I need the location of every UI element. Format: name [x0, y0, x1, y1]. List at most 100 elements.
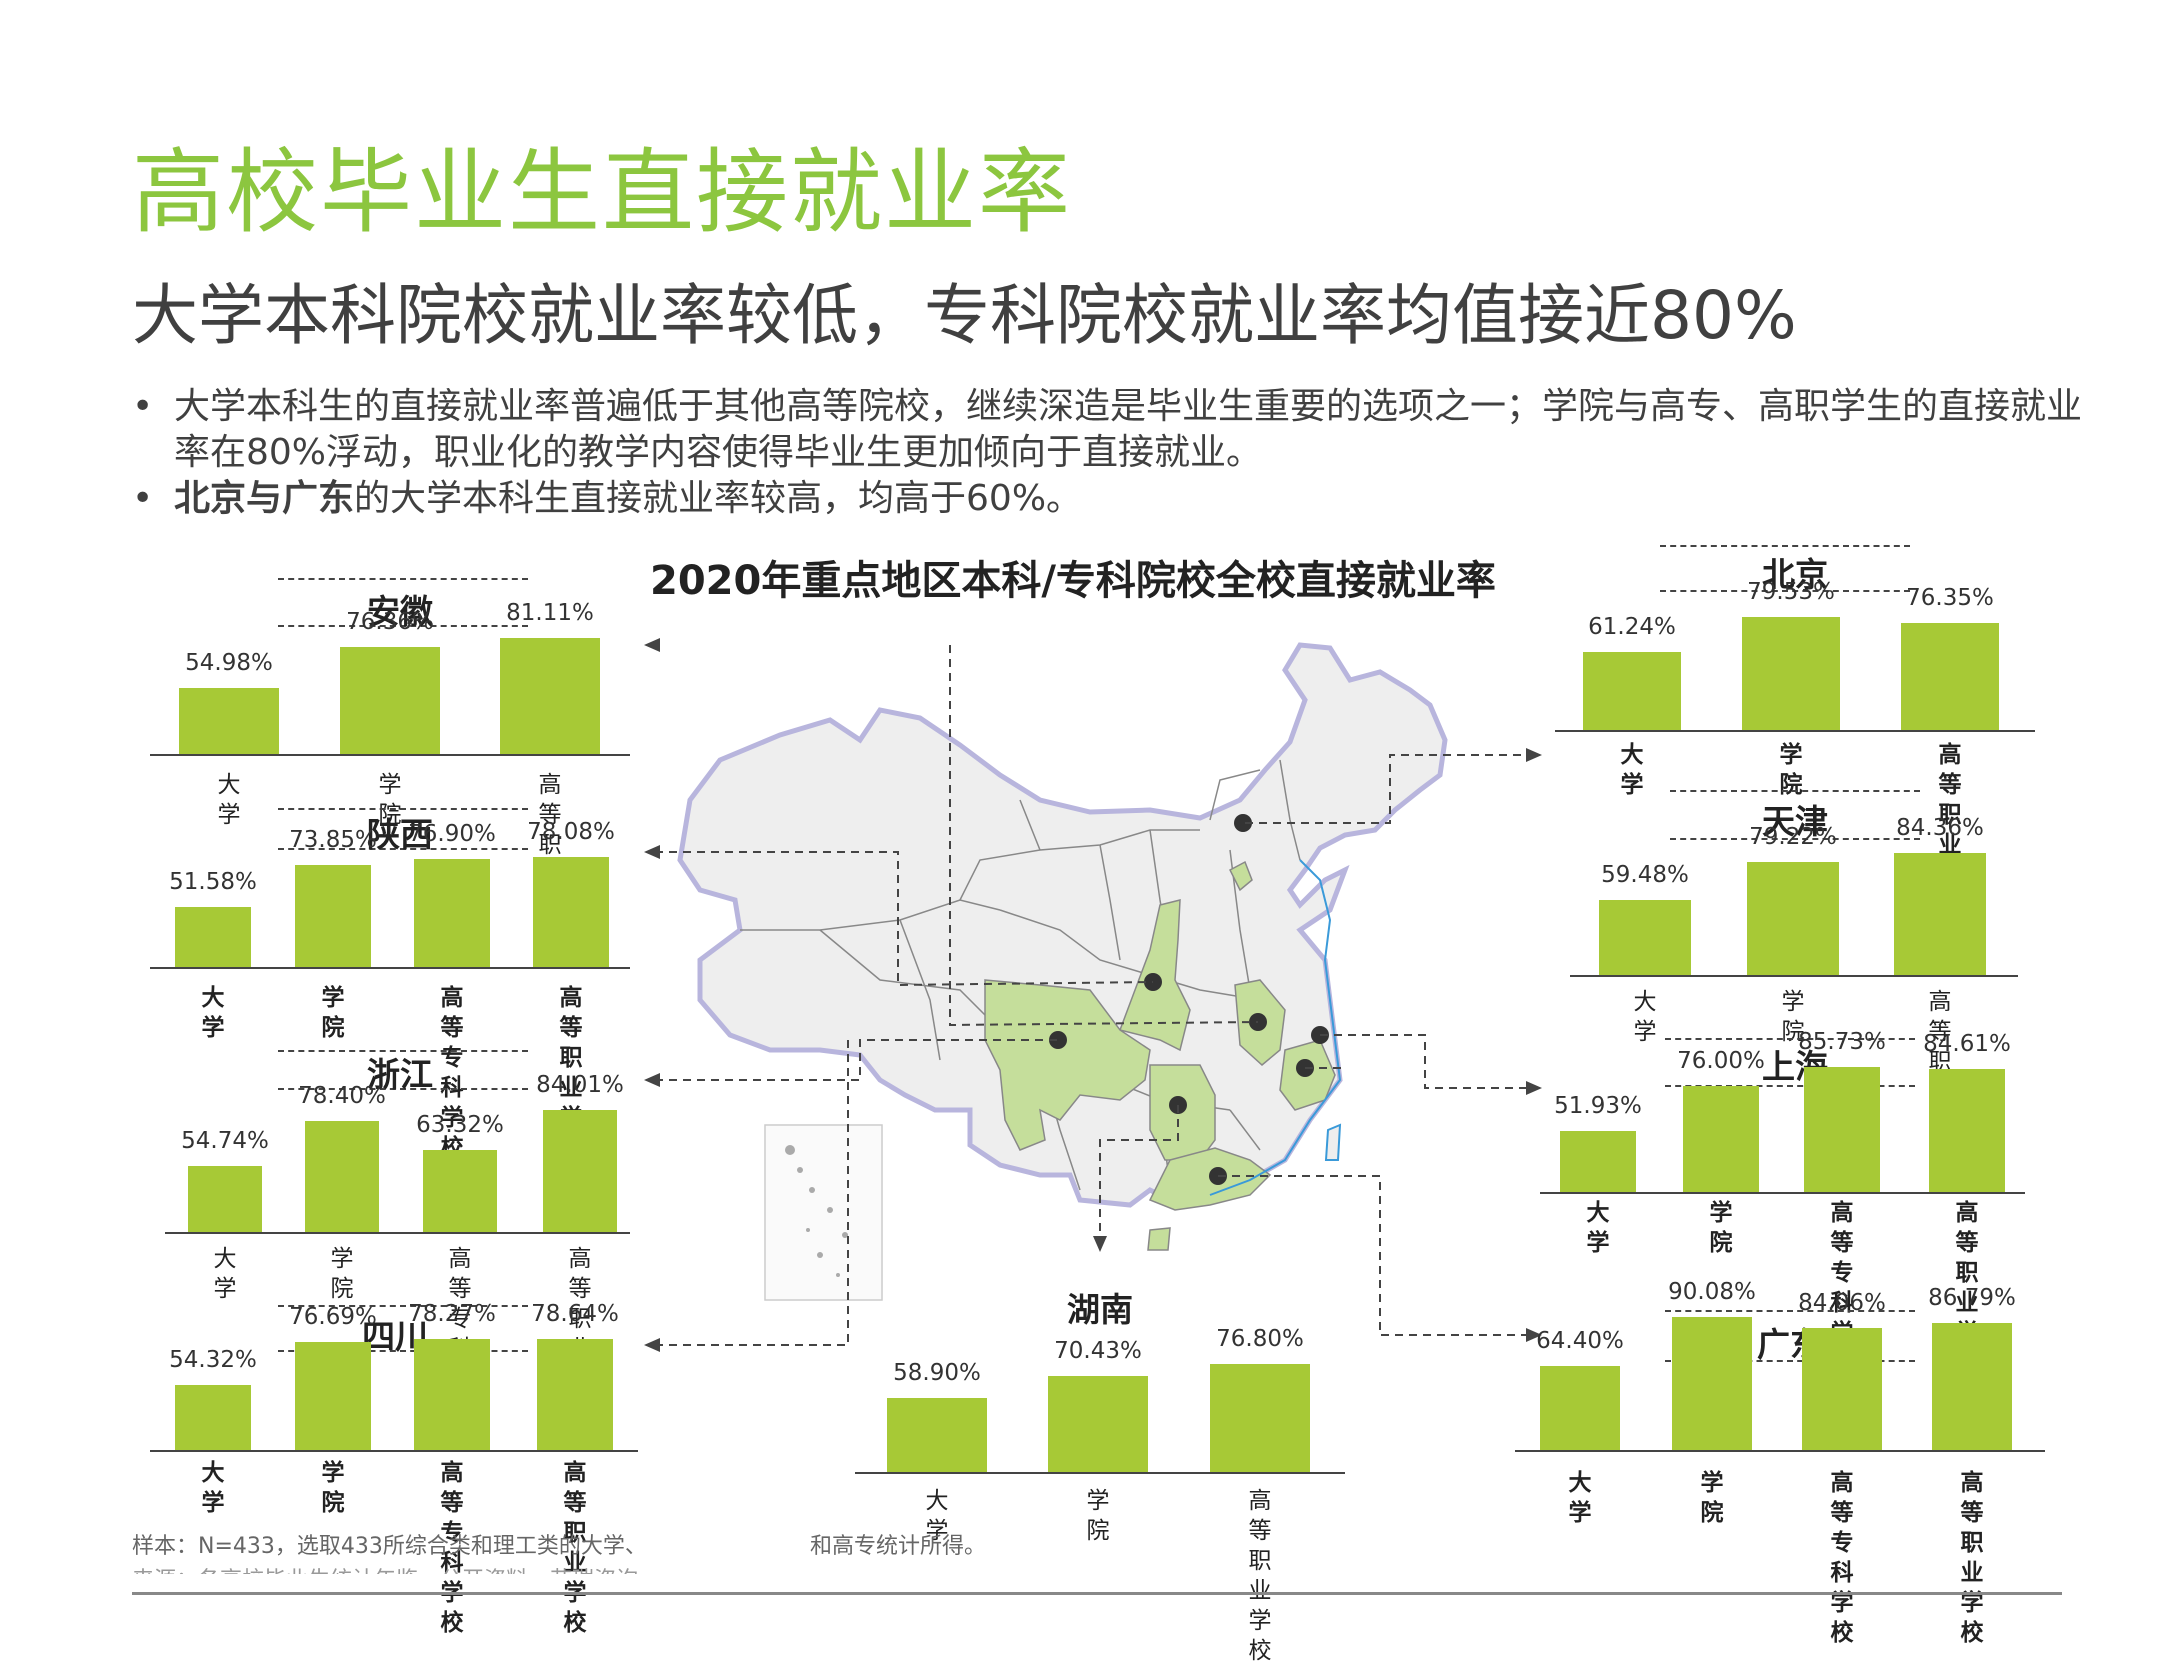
data-label: 58.90%: [893, 1360, 981, 1387]
chart-title: 2020年重点地区本科/专科院校全校直接就业率: [650, 558, 1496, 604]
data-label: 76.36%: [346, 608, 434, 635]
title-dash-rule: [1665, 1038, 1915, 1040]
footnote-source: 来源：各高校毕业生统计年鉴，公开资料，艾瑞咨询: [132, 1562, 638, 1574]
bar: [1932, 1323, 2012, 1450]
chart-title-tianjin: 天津: [1762, 802, 1828, 841]
bar: [1540, 1365, 1620, 1450]
data-label: 54.98%: [185, 649, 273, 676]
bullet-1-text: 大学本科生的直接就业率普遍低于其他高等院校，继续深造是毕业生重要的选项之一；学院…: [174, 386, 2083, 473]
title-dash-rule: [1665, 1360, 1915, 1362]
footnote-left: 样本：N=433，选取433所综合类和理工类的大学、: [132, 1534, 647, 1559]
data-label: 79.22%: [1749, 824, 1837, 851]
x-axis: [1515, 1450, 2045, 1452]
data-label: 90.08%: [1668, 1278, 1756, 1305]
bar: [533, 856, 609, 967]
province-hainan: [1147, 1227, 1171, 1251]
data-label: 54.32%: [169, 1346, 257, 1373]
bar: [175, 906, 251, 967]
data-label: 76.69%: [289, 1304, 377, 1331]
title-dash-rule: [278, 625, 528, 627]
bar: [1894, 852, 1986, 975]
title-dash-rule: [1670, 790, 1920, 792]
data-label: 76.80%: [1216, 1326, 1304, 1353]
bullet-2: • 北京与广东的大学本科生直接就业率较高，均高于60%。: [132, 476, 2092, 522]
category-label: 学院: [321, 1460, 345, 1516]
bar: [1048, 1376, 1148, 1472]
data-label: 59.48%: [1601, 861, 1689, 888]
title-dash-rule: [278, 808, 528, 810]
title-dash-rule: [278, 848, 528, 850]
inset-islands: [785, 1145, 848, 1277]
x-axis: [150, 967, 630, 969]
category-label: 高等职业学校: [1248, 1488, 1272, 1664]
bar: [179, 687, 279, 754]
footnote-right: 和高专统计所得。: [810, 1534, 987, 1559]
page-title: 高校毕业生直接就业率: [132, 139, 1073, 246]
bar: [340, 646, 440, 754]
title-dash-rule: [1665, 1085, 1915, 1087]
data-label: 84.01%: [536, 1072, 624, 1099]
data-label: 84.36%: [1896, 814, 1984, 841]
x-axis: [855, 1472, 1345, 1474]
data-label: 51.58%: [169, 868, 257, 895]
category-label: 大学: [1633, 989, 1657, 1045]
category-label: 大学: [201, 1460, 225, 1516]
bar: [537, 1338, 613, 1450]
category-label: 大学: [1620, 742, 1644, 798]
category-label: 大学: [1586, 1200, 1610, 1256]
category-label: 学院: [1086, 1488, 1110, 1544]
title-dash-rule: [278, 578, 528, 580]
bar: [414, 858, 490, 967]
bar: [1742, 616, 1840, 730]
data-label: 64.40%: [1536, 1327, 1624, 1354]
bar: [1901, 622, 1999, 730]
title-dash-rule: [1670, 838, 1920, 840]
bar: [1672, 1316, 1752, 1450]
x-axis: [150, 1450, 638, 1452]
category-label: 大学: [217, 772, 241, 828]
data-label: 70.43%: [1054, 1338, 1142, 1365]
data-label: 86.79%: [1928, 1285, 2016, 1312]
marker-sichuan: [1049, 1031, 1067, 1049]
data-label: 76.90%: [408, 820, 496, 847]
bar: [1583, 651, 1681, 730]
title-dash-rule: [278, 1305, 528, 1307]
data-label: 76.00%: [1677, 1047, 1765, 1074]
category-label: 高等专 科学校: [440, 1460, 464, 1636]
bar: [305, 1121, 379, 1232]
bar: [414, 1339, 490, 1450]
bar: [188, 1165, 262, 1232]
x-axis: [1570, 975, 2018, 977]
province-beijing: [1229, 860, 1253, 892]
chart-title-zhejiang: 浙江: [367, 1055, 433, 1094]
x-axis: [150, 754, 630, 756]
bullet-1: • 大学本科生的直接就业率普遍低于其他高等院校，继续深造是毕业生重要的选项之一；…: [132, 384, 2092, 476]
title-dash-rule: [1665, 1310, 1915, 1312]
data-label: 78.27%: [408, 1301, 496, 1328]
bar: [175, 1384, 251, 1450]
bar: [1804, 1067, 1880, 1192]
x-axis: [1540, 1192, 2025, 1194]
title-dash-rule: [1660, 590, 1910, 592]
connector-lines: [655, 645, 1530, 1346]
bullet-dot: •: [132, 478, 154, 519]
category-label: 大学: [925, 1488, 949, 1544]
bar: [1599, 899, 1691, 975]
category-label: 高等 专科 学校: [1830, 1200, 1854, 1376]
connector-arrows: [644, 638, 1542, 1352]
bullet-dot: •: [132, 386, 154, 427]
category-label: 大学: [1568, 1470, 1592, 1526]
title-dash-rule: [278, 1088, 528, 1090]
bar: [1560, 1131, 1636, 1192]
marker-beijing: [1234, 814, 1252, 832]
data-label: 73.85%: [289, 826, 377, 853]
data-label: 63.32%: [416, 1111, 504, 1138]
bullet-2-bold: 北京与广东: [174, 478, 355, 519]
data-label: 61.24%: [1588, 613, 1676, 640]
x-axis: [1555, 730, 2035, 732]
chart-title-beijing: 北京: [1762, 555, 1828, 594]
chart-title-hunan: 湖南: [1067, 1290, 1133, 1329]
china-outline: [677, 642, 1448, 1208]
data-label: 85.73%: [1798, 1029, 1886, 1056]
